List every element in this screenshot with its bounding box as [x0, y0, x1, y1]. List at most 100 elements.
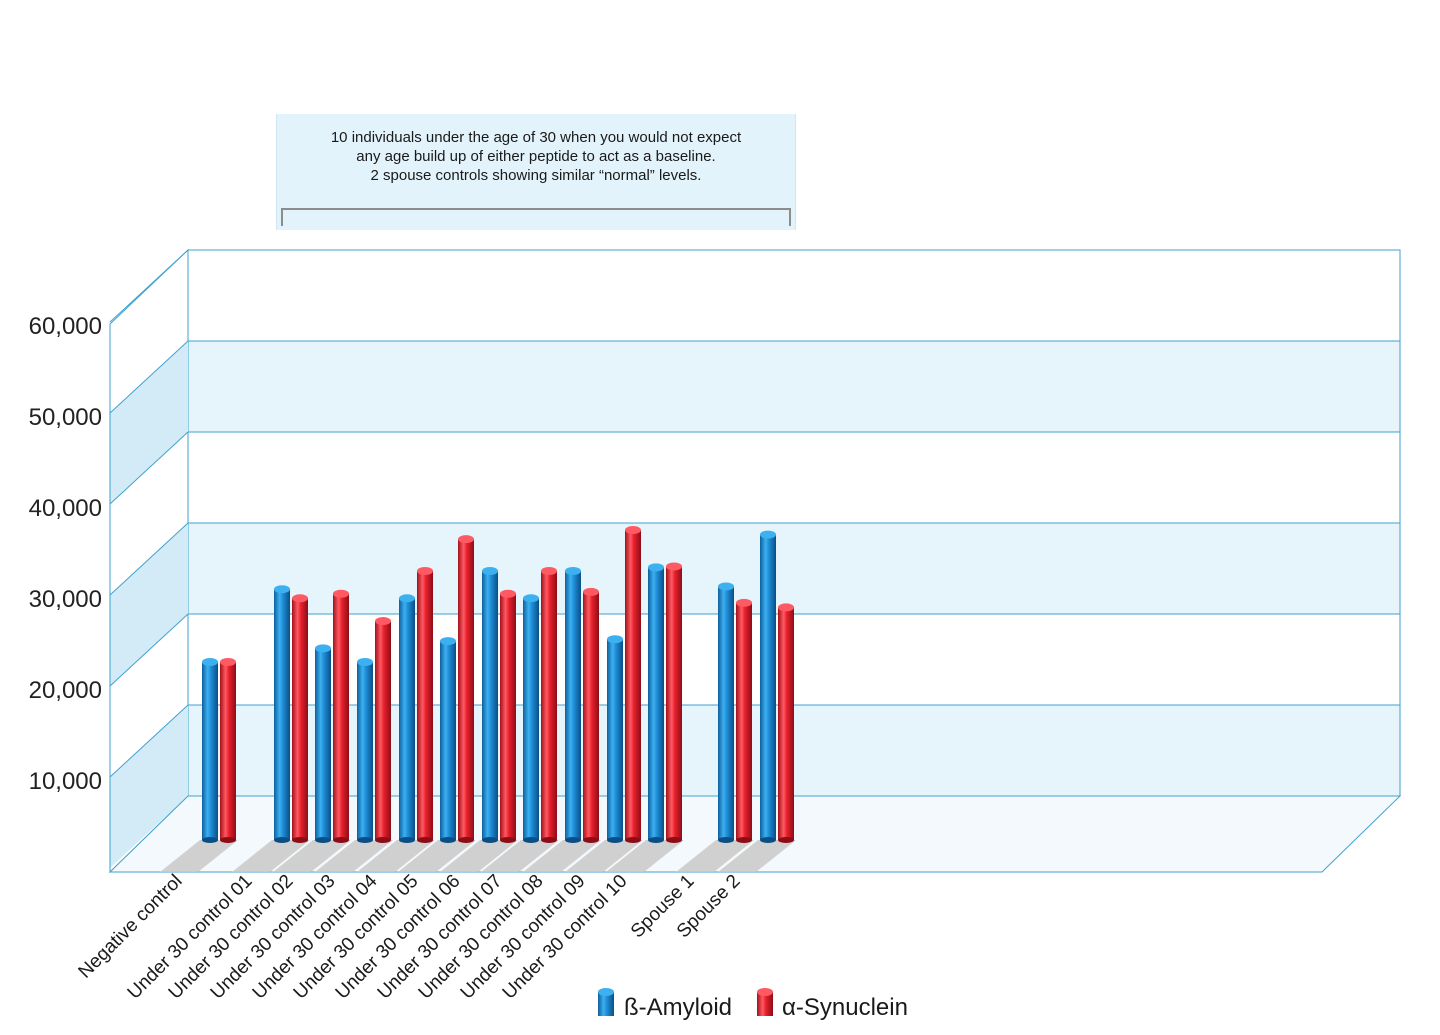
annotation-bracket — [281, 208, 791, 228]
bar-base — [760, 837, 776, 843]
bar-synuclein — [583, 591, 599, 840]
bar-synuclein — [666, 566, 682, 840]
bar-shadow — [565, 840, 643, 872]
bar-base — [315, 837, 331, 843]
annotation-line-1: 10 individuals under the age of 30 when … — [330, 129, 742, 146]
y-tick-label: 30,000 — [29, 586, 102, 613]
y-tick-label: 20,000 — [29, 677, 102, 704]
legend: ß-Amyloid α-Synuclein — [598, 988, 908, 1021]
bar-synuclein — [375, 621, 391, 840]
bar-cap — [778, 603, 794, 612]
bar-cap — [399, 594, 415, 603]
bar-amyloid — [760, 534, 776, 840]
side-wall-band — [110, 523, 188, 686]
baseline-annotation: 10 individuals under the age of 30 when … — [276, 114, 796, 230]
annotation-line-3: 2 spouse controls showing similar “norma… — [370, 167, 702, 184]
bar-shadow — [398, 840, 476, 872]
bar-shadow — [273, 840, 351, 872]
bar-synuclein — [458, 539, 474, 840]
y-axis-ticks: 10,000 20,000 30,000 40,000 50,000 60,000 — [29, 313, 102, 795]
bar-base — [417, 837, 433, 843]
bar-shadow — [160, 840, 238, 872]
bar-synuclein — [220, 662, 236, 840]
bar-base — [399, 837, 415, 843]
bar-synuclein — [778, 607, 794, 840]
bar-cap — [202, 658, 218, 666]
bar-synuclein — [625, 530, 641, 840]
bar-base — [220, 837, 236, 843]
bar-base — [523, 837, 539, 843]
bar-amyloid — [274, 589, 290, 840]
bar-base — [666, 837, 682, 843]
bar-cap — [565, 567, 581, 575]
bar-base — [541, 837, 557, 843]
bar-amyloid — [648, 567, 664, 840]
bar-amyloid — [202, 662, 218, 840]
bar-amyloid — [607, 639, 623, 840]
gridline-diagonal — [109, 249, 189, 323]
bar-shadow — [440, 840, 518, 872]
bar-base — [625, 837, 641, 843]
bar-synuclein — [417, 571, 433, 840]
bar-cap — [458, 535, 474, 544]
bar-base — [736, 837, 752, 843]
bar-shadows — [160, 840, 796, 872]
bar-base — [500, 837, 516, 843]
bar-base — [718, 837, 734, 843]
bar-cap — [666, 562, 682, 571]
bar-cap — [760, 530, 776, 539]
bar-base — [565, 837, 581, 843]
bar-base — [482, 837, 498, 843]
gridline-diagonal — [109, 522, 189, 596]
bar-synuclein — [500, 593, 516, 840]
legend-label: α-Synuclein — [782, 994, 908, 1021]
bar-shadow — [606, 840, 684, 872]
bar-cap — [736, 598, 752, 607]
bar-cap — [583, 587, 599, 596]
bar-cap — [274, 585, 290, 594]
bar-base — [274, 837, 290, 843]
gridline-diagonal — [109, 613, 189, 687]
side-wall-band — [110, 341, 188, 504]
bar-shadow — [676, 840, 754, 872]
bar-cap — [500, 589, 516, 598]
bar-base — [357, 837, 373, 843]
bar-cap — [357, 658, 373, 666]
bar-cap — [220, 658, 236, 666]
legend-label: ß-Amyloid — [624, 994, 732, 1021]
bar-amyloid — [357, 662, 373, 840]
bar-cap — [607, 635, 623, 644]
bar-cap — [292, 594, 308, 603]
legend-swatch-cap — [598, 988, 614, 996]
gridline-diagonal — [109, 431, 189, 505]
bar-synuclein — [541, 571, 557, 840]
y-tick-label: 60,000 — [29, 313, 102, 340]
bar-shadow — [523, 840, 601, 872]
bar-shadow — [718, 840, 796, 872]
bar-cap — [333, 589, 349, 598]
gridline-diagonal — [109, 704, 189, 778]
bar-cap — [375, 617, 391, 626]
bar-synuclein — [333, 593, 349, 840]
bar-amyloid — [523, 598, 539, 840]
bar-base — [375, 837, 391, 843]
back-wall-band — [188, 341, 1400, 432]
bar-cap — [440, 637, 456, 646]
bar-base — [440, 837, 456, 843]
bar-shadow — [232, 840, 310, 872]
y-tick-label: 10,000 — [29, 768, 102, 795]
bar-base — [202, 837, 218, 843]
annotation-line-2: any age build up of either peptide to ac… — [356, 148, 716, 165]
legend-swatch — [757, 992, 773, 1016]
bar-amyloid — [399, 598, 415, 840]
legend-swatch-cap — [757, 988, 773, 996]
bar-cap — [625, 526, 641, 535]
bar-cap — [541, 567, 557, 575]
bar-amyloid — [565, 571, 581, 840]
bar-amyloid — [718, 586, 734, 840]
back-wall-band — [188, 523, 1400, 614]
bar-cap — [523, 594, 539, 603]
bar-amyloid — [315, 648, 331, 840]
bar-amyloid — [482, 571, 498, 840]
